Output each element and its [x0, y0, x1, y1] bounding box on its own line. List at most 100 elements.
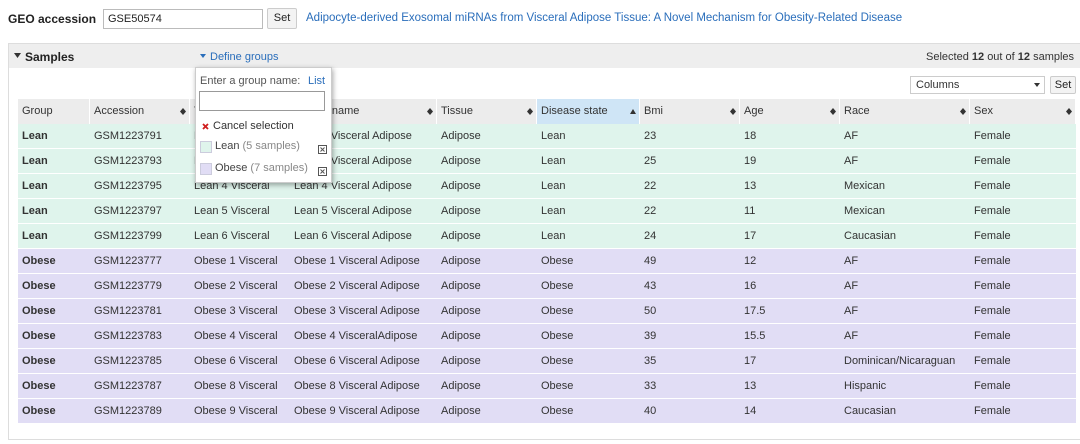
table-cell: Obese — [18, 299, 90, 324]
define-groups-icon[interactable] — [200, 54, 207, 59]
table-cell: Obese 1 Visceral — [190, 249, 290, 274]
table-cell: GSM1223797 — [90, 199, 190, 224]
set-button[interactable]: Set — [267, 8, 297, 29]
column-header[interactable]: Bmi — [640, 99, 740, 124]
table-cell: 39 — [640, 324, 740, 349]
table-cell: 19 — [740, 149, 840, 174]
table-cell: GSM1223785 — [90, 349, 190, 374]
group-swatch[interactable] — [200, 141, 212, 153]
sort-asc-icon[interactable] — [630, 109, 637, 114]
column-header[interactable]: Sex — [970, 99, 1076, 124]
table-cell: Obese — [537, 274, 640, 299]
table-cell: Obese 6 Visceral — [190, 349, 290, 374]
table-cell: Lean — [18, 174, 90, 199]
table-cell: 43 — [640, 274, 740, 299]
selected-prefix: Selected — [926, 51, 969, 63]
table-cell: 17 — [740, 349, 840, 374]
table-cell: Female — [970, 224, 1076, 249]
table-cell: Adipose — [437, 199, 537, 224]
remove-group-icon[interactable] — [318, 145, 327, 154]
table-cell: Lean — [18, 199, 90, 224]
series-title[interactable]: Adipocyte-derived Exosomal miRNAs from V… — [306, 12, 903, 24]
cancel-icon[interactable] — [202, 123, 209, 130]
sort-icon[interactable] — [427, 108, 434, 116]
table-cell: Lean — [537, 224, 640, 249]
table-cell: GSM1223779 — [90, 274, 190, 299]
table-cell: GSM1223791 — [90, 124, 190, 149]
table-cell: Obese — [18, 324, 90, 349]
list-link[interactable]: List — [308, 75, 326, 87]
table-cell: GSM1223777 — [90, 249, 190, 274]
group-name[interactable]: Lean — [215, 140, 240, 152]
columns-set-button[interactable]: Set — [1050, 76, 1076, 94]
table-cell: Lean 6 Visceral Adipose — [290, 224, 437, 249]
table-cell: Female — [970, 124, 1076, 149]
table-cell: AF — [840, 149, 970, 174]
table-cell: 35 — [640, 349, 740, 374]
table-cell: Adipose — [437, 374, 537, 399]
column-header[interactable]: Accession — [90, 99, 190, 124]
sort-icon[interactable] — [730, 108, 737, 116]
table-cell: GSM1223795 — [90, 174, 190, 199]
table-cell: Hispanic — [840, 374, 970, 399]
table-cell: Female — [970, 199, 1076, 224]
cancel-selection[interactable]: Cancel selection — [213, 120, 294, 132]
table-cell: Adipose — [437, 224, 537, 249]
remove-group-icon[interactable] — [318, 167, 327, 176]
table-cell: 16 — [740, 274, 840, 299]
table-cell: Obese — [537, 299, 640, 324]
group-item[interactable]: Lean (5 samples) — [215, 140, 300, 152]
table-cell: 25 — [640, 149, 740, 174]
table-cell: Obese — [18, 399, 90, 424]
table-cell: Obese 9 Visceral — [190, 399, 290, 424]
sort-icon[interactable] — [1066, 108, 1073, 116]
table-cell: 13 — [740, 374, 840, 399]
table-cell: GSM1223783 — [90, 324, 190, 349]
group-count: (5 samples) — [242, 140, 300, 152]
table-cell: Obese 3 Visceral — [190, 299, 290, 324]
table-cell: Female — [970, 149, 1076, 174]
group-item[interactable]: Obese (7 samples) — [215, 162, 308, 174]
table-cell: AF — [840, 299, 970, 324]
accession-input[interactable]: GSE50574 — [103, 9, 263, 29]
table-cell: Female — [970, 324, 1076, 349]
selected-total: 12 — [1017, 51, 1031, 63]
column-header[interactable]: Race — [840, 99, 970, 124]
table-cell: Obese — [18, 249, 90, 274]
sort-icon[interactable] — [527, 108, 534, 116]
table-cell: 22 — [640, 199, 740, 224]
table-cell: Lean — [18, 149, 90, 174]
sort-icon[interactable] — [830, 108, 837, 116]
table-cell: Lean — [537, 124, 640, 149]
table-cell: Adipose — [437, 249, 537, 274]
define-groups-link[interactable]: Define groups — [210, 51, 279, 63]
group-name-input[interactable] — [199, 91, 325, 111]
column-header[interactable]: Tissue — [437, 99, 537, 124]
table-cell: Obese — [537, 249, 640, 274]
column-header[interactable]: Age — [740, 99, 840, 124]
sort-icon[interactable] — [180, 108, 187, 116]
columns-select[interactable]: Columns — [910, 76, 1045, 94]
table-cell: Mexican — [840, 174, 970, 199]
table-cell: Adipose — [437, 274, 537, 299]
table-cell: 13 — [740, 174, 840, 199]
table-cell: GSM1223799 — [90, 224, 190, 249]
table-cell: Obese 4 VisceralAdipose — [290, 324, 437, 349]
table-cell: Obese 6 Visceral Adipose — [290, 349, 437, 374]
column-header[interactable]: Disease state — [537, 99, 640, 124]
table-cell: AF — [840, 249, 970, 274]
collapse-icon[interactable] — [14, 53, 22, 59]
table-cell: Lean — [18, 224, 90, 249]
group-name[interactable]: Obese — [215, 162, 248, 174]
table-cell: Obese 8 Visceral Adipose — [290, 374, 437, 399]
sort-icon[interactable] — [960, 108, 967, 116]
table-cell: 12 — [740, 249, 840, 274]
samples-title[interactable]: Samples — [25, 50, 75, 64]
table-cell: 50 — [640, 299, 740, 324]
table-cell: GSM1223787 — [90, 374, 190, 399]
table-cell: 40 — [640, 399, 740, 424]
table-cell: 18 — [740, 124, 840, 149]
group-swatch[interactable] — [200, 163, 212, 175]
table-cell: Lean — [537, 199, 640, 224]
table-cell: Obese — [18, 349, 90, 374]
